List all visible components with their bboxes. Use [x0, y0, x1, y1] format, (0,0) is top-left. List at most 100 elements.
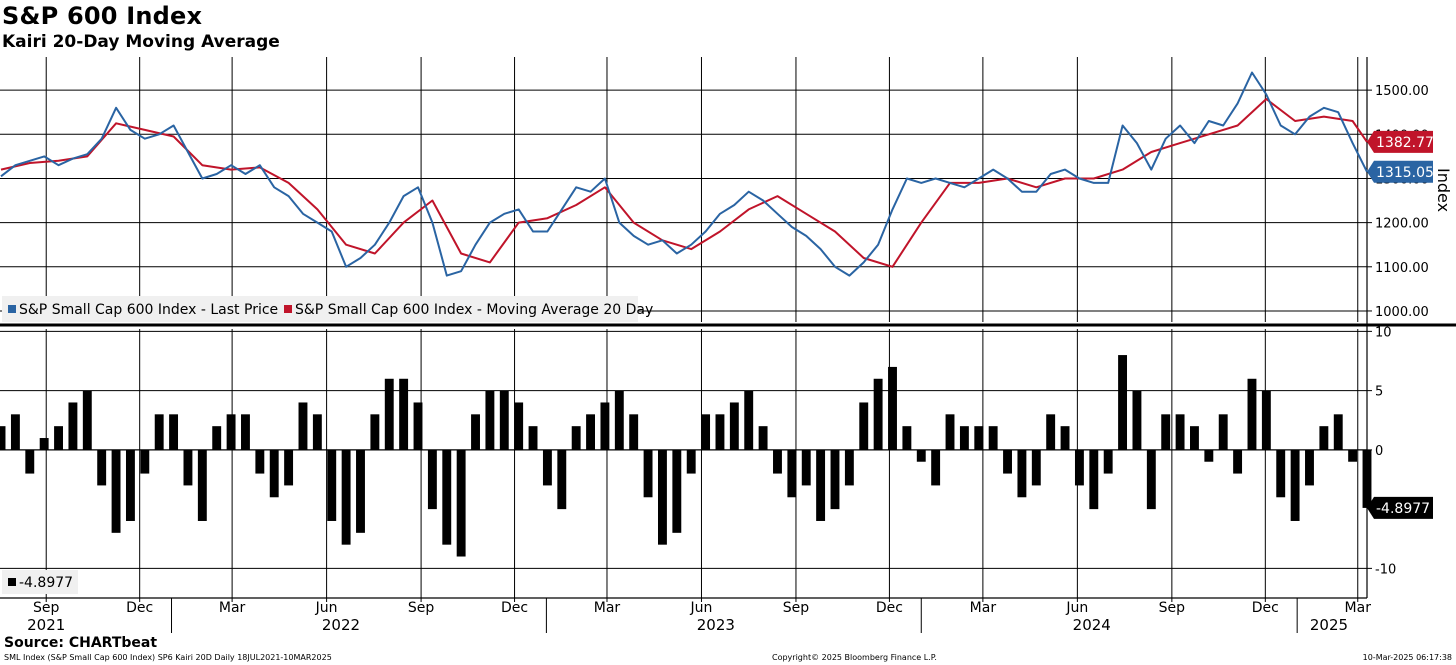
kairi-bar: [341, 449, 351, 545]
y-axis-title: Index: [1434, 168, 1453, 212]
source-note: Source: CHARTbeat: [4, 635, 158, 651]
kairi-bar: [1319, 426, 1329, 450]
kairi-bar: [672, 449, 682, 533]
kairi-bar: [571, 426, 581, 450]
kairi-bar: [1305, 449, 1314, 486]
kairi-bar: [0, 426, 6, 450]
kairi-bar: [959, 426, 969, 450]
ma-last-value-tag-box: [1367, 130, 1433, 153]
kairi-bar: [1060, 426, 1070, 450]
chart-title: S&P 600 Index: [2, 2, 203, 30]
kairi-bar: [125, 449, 135, 521]
kairi-bar: [1247, 378, 1257, 450]
kairi-bar: [514, 402, 524, 450]
kairi-bar: [600, 402, 610, 450]
moving-average-line: [0, 98, 1368, 268]
kairi-bar: [212, 426, 222, 450]
x-tick-label-month: Jun: [1065, 600, 1088, 616]
kairi-last-value-tag: -4.8977: [1367, 496, 1433, 519]
kairi-bar: [1103, 449, 1113, 474]
kairi-bar: [528, 426, 538, 450]
kairi-bar: [614, 390, 624, 450]
kairi-bar: [974, 426, 984, 450]
kairi-bar: [1175, 414, 1185, 450]
kairi-bar: [10, 414, 20, 450]
legend-label-price: S&P Small Cap 600 Index - Last Price: [19, 302, 278, 318]
legend-top: S&P Small Cap 600 Index - Last Price S&P …: [2, 296, 653, 322]
kairi-bar: [586, 414, 596, 450]
kairi-bar: [298, 402, 308, 450]
kairi-bar: [715, 414, 725, 450]
kairi-bar: [1017, 449, 1027, 498]
kairi-bar: [427, 449, 437, 510]
legend-swatch-price: [8, 305, 16, 313]
footer-right: 10-Mar-2025 06:17:38: [1362, 653, 1452, 662]
kairi-last-value-tag-text: -4.8977: [1376, 501, 1430, 517]
x-tick-label-month: Mar: [219, 600, 246, 616]
kairi-bar: [888, 366, 897, 450]
kairi-bar: [1046, 414, 1056, 450]
kairi-bar: [241, 414, 250, 450]
y-tick-label-bottom: 5: [1375, 385, 1383, 400]
kairi-bar: [140, 449, 150, 474]
y-tick-label-top: 1200.00: [1375, 217, 1429, 232]
x-tick-label-year: 2023: [697, 616, 735, 634]
kairi-bar: [111, 449, 121, 533]
kairi-bar: [255, 449, 265, 474]
kairi-bar: [701, 414, 711, 450]
kairi-last-value-tag-box: [1367, 496, 1433, 519]
x-tick-label-month: Mar: [1345, 600, 1372, 616]
legend-label-ma: S&P Small Cap 600 Index - Moving Average…: [295, 302, 653, 318]
kairi-bar: [356, 449, 365, 533]
price-last-value-tag-box: [1367, 160, 1433, 183]
last-price-line: [0, 71, 1368, 277]
kairi-bar: [744, 390, 754, 450]
kairi-bar: [54, 426, 63, 450]
kairi-bar: [1204, 449, 1214, 462]
kairi-bar: [1132, 390, 1142, 450]
kairi-bar: [284, 449, 294, 486]
legend-bottom: -4.8977: [2, 570, 78, 594]
kairi-bar: [1031, 449, 1041, 486]
kairi-bar: [988, 426, 998, 450]
legend-top-background: [2, 296, 638, 322]
kairi-bar: [1074, 449, 1084, 486]
kairi-bar: [327, 449, 337, 521]
legend-swatch-ma: [284, 305, 292, 313]
kairi-bar: [413, 402, 423, 450]
kairi-bar: [68, 402, 78, 450]
footer-center: Copyright© 2025 Bloomberg Finance L.P.: [772, 653, 937, 662]
x-tick-label-month: Jun: [315, 600, 338, 616]
kairi-bar: [370, 414, 380, 450]
kairi-bar: [629, 414, 639, 450]
kairi-bar: [499, 390, 509, 450]
x-tick-label-month: Mar: [594, 600, 621, 616]
kairi-bar: [226, 414, 236, 450]
legend-label-kairi: -4.8977: [19, 575, 73, 591]
kairi-bar: [816, 449, 826, 521]
kairi-bar: [902, 426, 912, 450]
price-last-value-tag: 1315.05: [1367, 160, 1434, 183]
kairi-bar: [1218, 414, 1228, 450]
x-tick-label-year: 2021: [27, 616, 65, 634]
kairi-bar: [787, 449, 797, 498]
kairi-bar: [471, 414, 480, 450]
x-tick-label-month: Sep: [1159, 600, 1186, 616]
kairi-bar: [183, 449, 193, 486]
x-tick-label-month: Dec: [876, 600, 903, 616]
kairi-bar: [384, 378, 394, 450]
x-tick-label-month: Sep: [33, 600, 60, 616]
kairi-bar: [82, 390, 92, 450]
y-tick-label-bottom: 10: [1375, 325, 1392, 340]
ma-last-value-tag: 1382.77: [1367, 130, 1434, 153]
ma-last-value-tag-text: 1382.77: [1376, 135, 1434, 151]
x-tick-label-month: Sep: [783, 600, 810, 616]
legend-swatch-kairi: [8, 578, 16, 586]
kairi-bar: [1233, 449, 1243, 474]
kairi-bar: [1003, 449, 1012, 474]
kairi-bar: [456, 449, 466, 557]
kairi-bar: [1089, 449, 1099, 510]
kairi-bar: [844, 449, 854, 486]
kairi-bar: [399, 378, 409, 450]
x-tick-label-year: 2022: [322, 616, 360, 634]
